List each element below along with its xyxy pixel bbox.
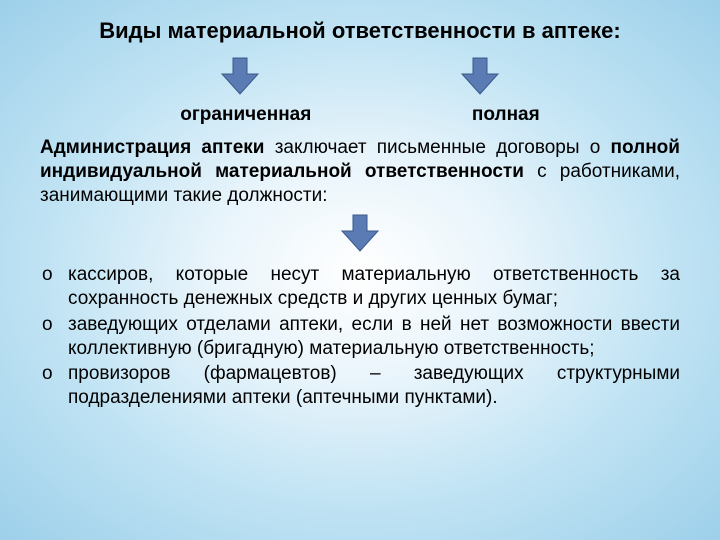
arrow-right [458, 56, 502, 96]
arrow-center [338, 213, 382, 253]
label-right: полная [472, 104, 540, 126]
center-arrow-wrap [40, 213, 680, 253]
top-arrows-row [40, 56, 680, 96]
label-left: ограниченная [180, 104, 311, 126]
intro-paragraph: Администрация аптеки заключает письменны… [40, 136, 680, 207]
page-title: Виды материальной ответственности в апте… [40, 18, 680, 44]
labels-row: ограниченная полная [40, 104, 680, 126]
positions-list: кассиров, которые несут материальную отв… [40, 263, 680, 410]
list-item: кассиров, которые несут материальную отв… [40, 263, 680, 311]
arrow-left [218, 56, 262, 96]
list-item: заведующих отделами аптеки, если в ней н… [40, 313, 680, 361]
list-item: провизоров (фармацевтов) – заведующих ст… [40, 362, 680, 410]
